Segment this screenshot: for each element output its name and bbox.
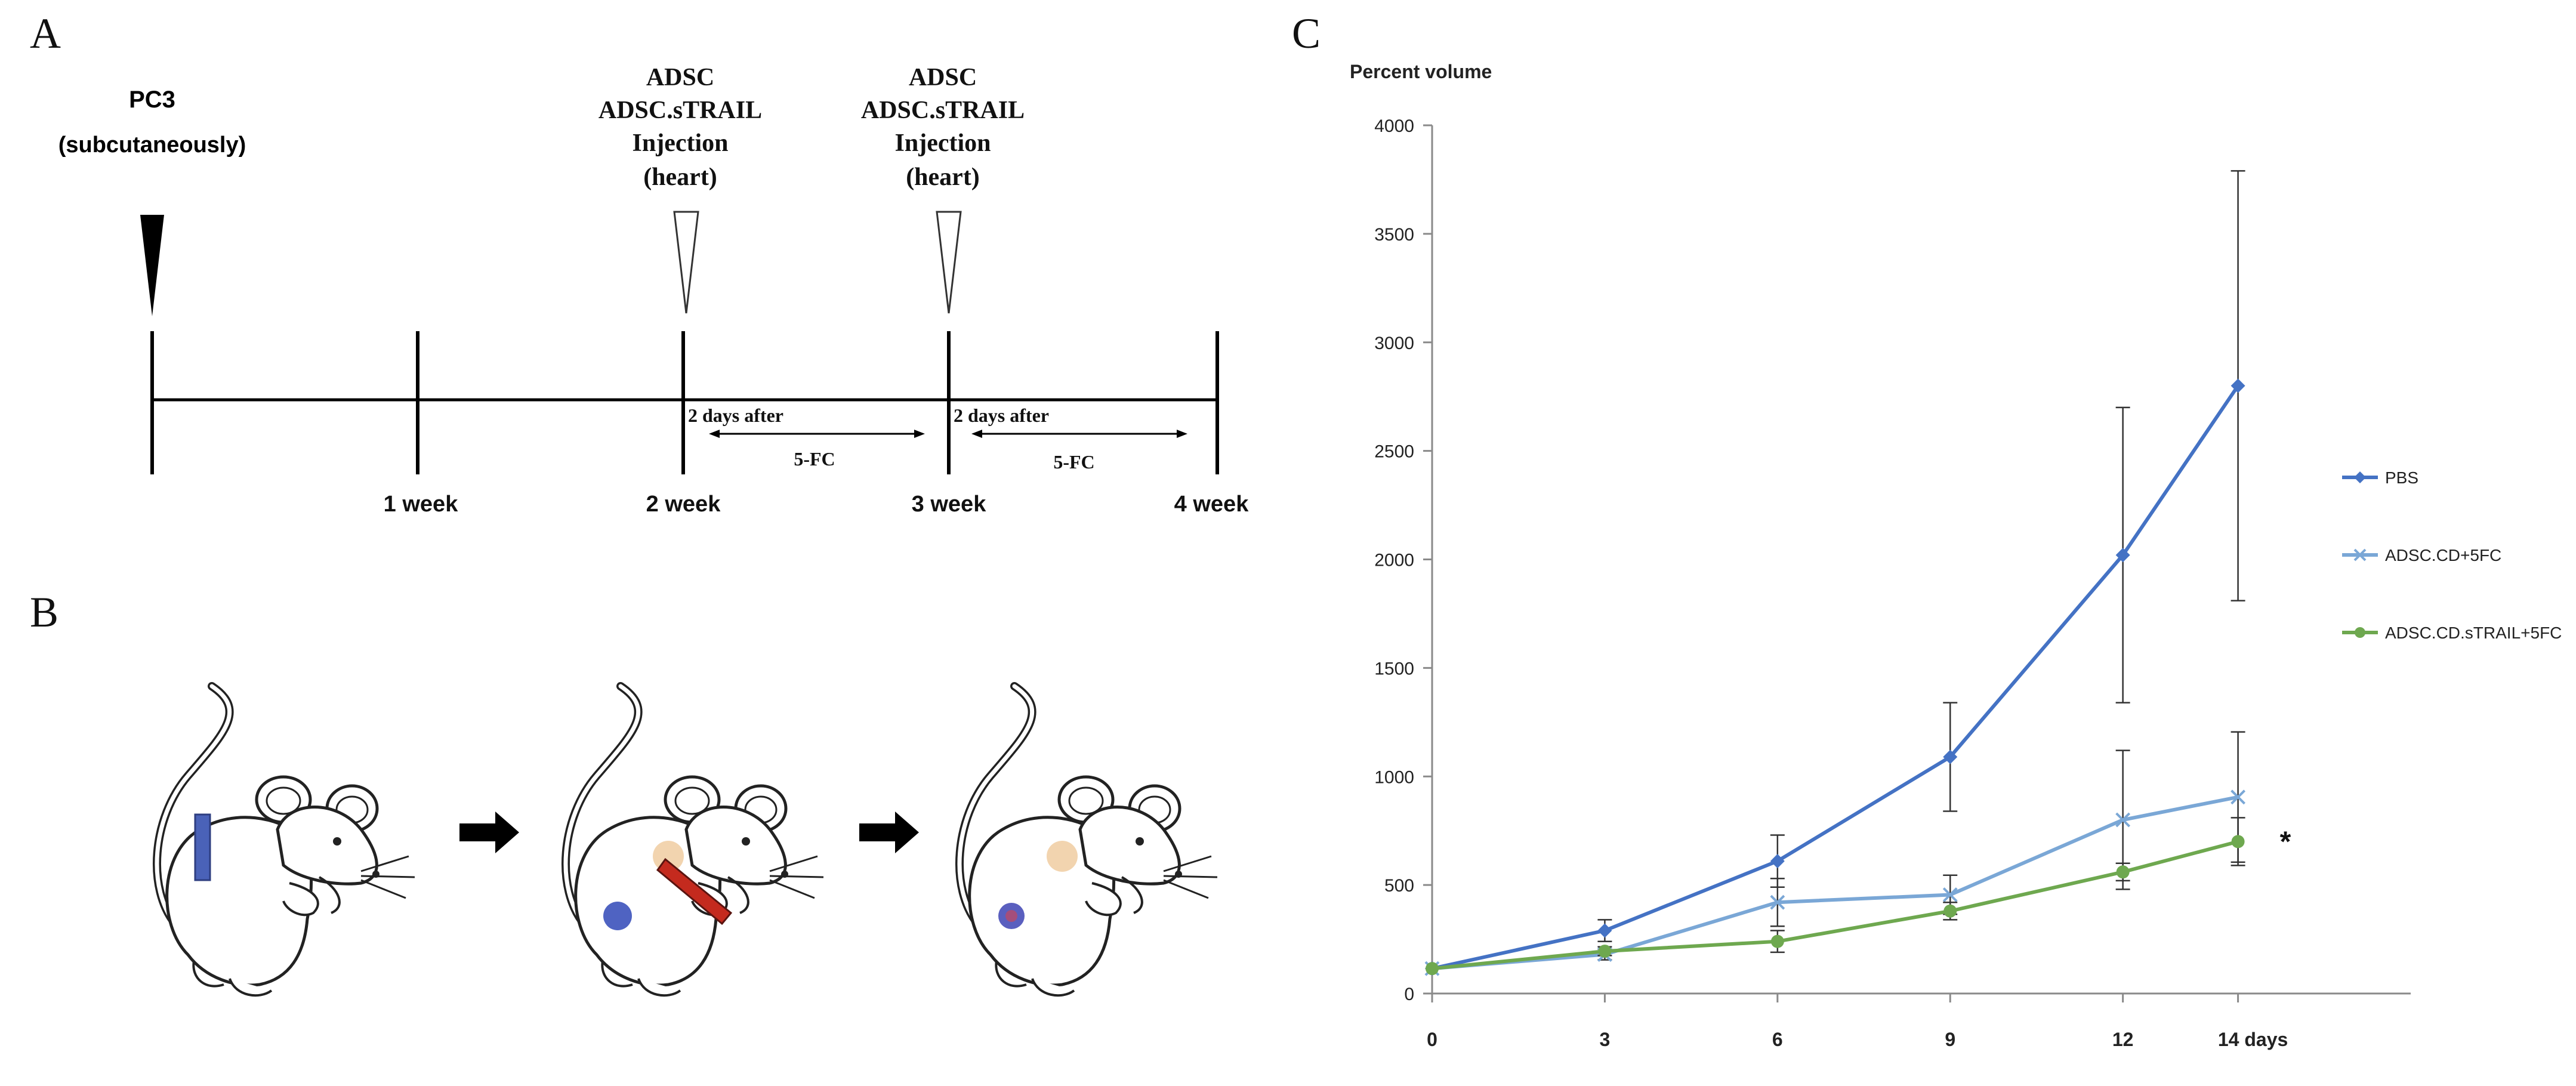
chart-ylabel: Percent volume [1350,61,1492,82]
data-point [2116,865,2130,879]
fc-range-2-left [971,430,982,438]
y-tick-label: 1500 [1374,659,1414,678]
inject2-line4: (heart) [906,163,980,191]
data-point [2115,812,2131,828]
inject1-line4: (heart) [643,163,717,191]
y-tick-label: 3500 [1374,225,1414,245]
x-tick-label: 0 [1427,1029,1437,1050]
mouse-illustration-panel [0,644,1283,1086]
week-label-3: 3 week [912,492,987,517]
data-point [1943,749,1958,764]
series-line-PBS [1432,384,2240,971]
significance-star: * [2280,826,2291,857]
heart-icon-2 [1047,841,1078,872]
legend-label: PBS [2385,468,2418,487]
data-point [2115,548,2130,563]
inject1-line2: ADSC.sTRAIL [599,97,762,124]
after-label-2: 2 days after [954,405,1049,426]
panel-a-letter: A [30,10,61,57]
tumor-volume-chart: 0 500 1000 1500 2000 2500 3000 3500 4000 0 3 6 9 12 14… [1374,116,2562,1050]
data-point [2231,835,2245,849]
panel-c-letter: C [1292,10,1321,57]
week-label-4: 4 week [1174,492,1250,517]
y-tick-label: 2500 [1374,442,1414,462]
arrow-right-icon [459,812,519,853]
inject1-arrow [673,211,699,314]
pc3-title: PC3 [129,87,175,113]
x-tick-label: 12 [2112,1029,2134,1050]
fc-range-1-right [914,430,925,438]
inject2-line3: Injection [895,129,991,157]
x-tick-label: 9 [1945,1029,1955,1050]
inject2-arrow [936,211,962,314]
data-point [2231,789,2246,805]
y-tick-label: 2000 [1374,551,1414,570]
legend-marker [2353,548,2367,561]
after-label-1: 2 days after [688,405,783,426]
x-tick-label: 14 days [2218,1029,2288,1050]
legend-label: ADSC.CD.sTRAIL+5FC [2385,624,2562,642]
legend-marker [2354,471,2366,483]
syringe-icon [656,857,733,925]
inject1-line1: ADSC [646,64,714,91]
data-point [1942,887,1958,902]
y-tick-label: 1000 [1374,767,1414,787]
timeline-diagram: PC3 (subcutaneously) ADSC ADSC.sTRAIL In… [58,64,1250,517]
pc3-injection-arrow [140,215,164,316]
data-point [2231,378,2245,393]
heart-icon [653,841,684,872]
arrow-right-icon-2 [859,812,919,853]
week-label-1: 1 week [384,492,459,517]
series-line-ADSC.CD+5FC [1432,795,2239,971]
fc-range-2-right [1177,430,1187,438]
panel-b-letter: B [30,588,59,636]
data-point [1770,854,1785,869]
data-point [1426,962,1439,976]
fc-label-1: 5-FC [794,448,835,470]
data-point [1598,945,1612,958]
x-tick-label: 6 [1772,1029,1783,1050]
y-tick-label: 4000 [1374,116,1414,136]
x-tick-label: 3 [1600,1029,1611,1050]
subcutaneous-tumor-marker [194,813,211,881]
data-point [1943,904,1957,918]
mouse-pre-injection [157,686,415,995]
mouse-injected [566,686,823,995]
pc3-subtitle: (subcutaneously) [58,132,246,158]
y-tick-label: 3000 [1374,334,1414,353]
data-point [1770,894,1785,910]
week-label-2: 2 week [646,492,721,517]
inject1-line3: Injection [633,129,729,157]
fc-label-2: 5-FC [1053,451,1094,473]
inject2-line1: ADSC [909,64,977,91]
data-point [1770,934,1784,948]
tumor-icon [603,902,632,930]
fc-range-1-left [709,430,720,438]
series-line-ADSC.CD.sTRAIL+5FC [1432,840,2239,971]
data-point [1597,923,1612,938]
tumor-core-icon [1005,910,1017,922]
inject2-line2: ADSC.sTRAIL [861,97,1025,124]
legend-marker [2355,627,2365,638]
y-tick-label: 500 [1384,876,1414,896]
legend-label: ADSC.CD+5FC [2385,546,2501,564]
y-tick-label: 0 [1404,985,1414,1004]
mouse-post-treatment [960,686,1217,995]
